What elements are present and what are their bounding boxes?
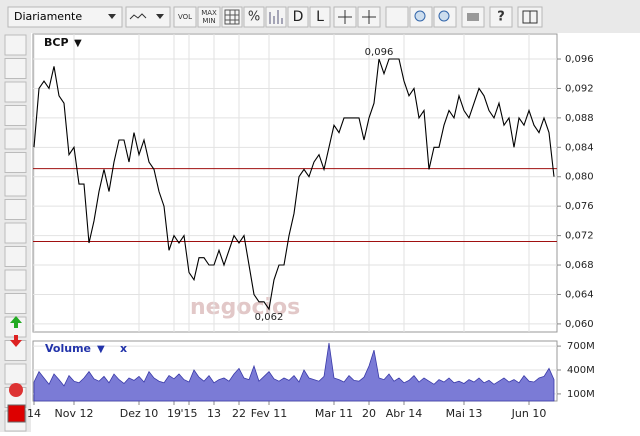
x-tick-label: 13 xyxy=(207,407,221,420)
grid-button[interactable] xyxy=(221,6,243,28)
d-label: D xyxy=(293,9,304,25)
period-select[interactable] xyxy=(7,6,123,28)
help-label: ? xyxy=(497,10,505,25)
price-line xyxy=(33,58,555,311)
x-tick-label: '15 xyxy=(180,407,197,420)
maxmin-button[interactable] xyxy=(197,6,221,28)
x-tick-label: Mai 13 xyxy=(446,407,483,420)
bars-icon xyxy=(269,10,283,24)
tool-button[interactable] xyxy=(4,105,27,126)
volume-close[interactable]: x xyxy=(120,342,127,355)
x-tick-label: Abr 14 xyxy=(386,407,423,420)
l-label: L xyxy=(316,9,324,25)
bars-button[interactable] xyxy=(265,6,287,28)
vol-button[interactable] xyxy=(173,6,197,28)
y-tick-label: 0,076 xyxy=(565,201,594,212)
y-tick-label: 400M xyxy=(567,365,595,376)
tool-button[interactable] xyxy=(4,293,27,314)
volume-title-menu[interactable]: ▼ xyxy=(97,344,105,355)
percent-label: % xyxy=(248,10,260,25)
max-label: MAX xyxy=(201,9,217,17)
book-icon xyxy=(522,10,538,24)
tool-button[interactable] xyxy=(4,363,27,385)
color-picker[interactable] xyxy=(7,404,26,423)
y-tick-label: 0,084 xyxy=(565,142,594,153)
tool-button[interactable] xyxy=(4,152,27,173)
percent-button[interactable] xyxy=(243,6,265,28)
chart-style-select[interactable] xyxy=(125,6,171,28)
watermark: negocios xyxy=(190,295,300,320)
zoom-in-icon xyxy=(438,10,450,22)
value-label: 0,096 xyxy=(365,47,394,58)
y-tick-label: 0,072 xyxy=(565,231,594,242)
tool-delete xyxy=(9,383,23,397)
tool-arrow-down xyxy=(10,335,22,347)
period-label: Diariamente xyxy=(14,10,82,23)
tool-button[interactable] xyxy=(4,246,27,267)
x-tick-label: Fev 11 xyxy=(251,407,288,420)
y-tick-label: 0,060 xyxy=(565,319,594,330)
line-icon xyxy=(129,13,147,20)
vol-label: VOL xyxy=(178,13,192,21)
l-button[interactable] xyxy=(309,6,331,28)
y-tick-label: 700M xyxy=(567,341,595,352)
y-tick-label: 0,088 xyxy=(565,113,594,124)
dropdown-arrow xyxy=(156,14,164,19)
value-label: 0,062 xyxy=(255,312,284,323)
x-tick-label: 19 xyxy=(167,407,181,420)
x-tick-label: 20 xyxy=(362,407,376,420)
cursor-icon xyxy=(362,10,376,24)
y-tick-label: 0,064 xyxy=(565,289,594,300)
grid-icon xyxy=(224,9,240,25)
price-title-menu[interactable]: ▼ xyxy=(74,38,82,49)
y-tick-label: 0,092 xyxy=(565,83,594,94)
x-tick-label: 22 xyxy=(232,407,246,420)
x-tick-label: Nov 12 xyxy=(55,407,94,420)
x-tick-label: Jun 10 xyxy=(511,407,547,420)
tool-button[interactable] xyxy=(4,222,27,244)
x-tick-label: Mar 11 xyxy=(315,407,353,420)
y-tick-label: 0,080 xyxy=(565,172,594,183)
tool-button[interactable] xyxy=(4,128,27,150)
price-panel xyxy=(32,33,558,333)
tool-button[interactable] xyxy=(4,269,27,291)
tool-button[interactable] xyxy=(4,58,27,79)
tool-button[interactable] xyxy=(4,34,27,56)
dropdown-arrow xyxy=(108,14,116,19)
help-button[interactable] xyxy=(489,6,513,28)
x-tick-label: 14 xyxy=(27,407,41,420)
d-button[interactable] xyxy=(287,6,309,28)
tool-arrow-up xyxy=(10,316,22,328)
tool-button[interactable] xyxy=(4,175,27,197)
crosshair-icon xyxy=(338,10,352,24)
print-icon xyxy=(467,13,479,21)
tool-button[interactable] xyxy=(4,199,27,220)
price-title: BCP xyxy=(44,36,69,49)
tool-button[interactable] xyxy=(4,81,27,103)
zoom-out-icon xyxy=(414,10,426,22)
min-label: MIN xyxy=(202,17,215,25)
y-tick-label: 0,068 xyxy=(565,260,594,271)
trend-button[interactable] xyxy=(385,6,409,28)
volume-title: Volume xyxy=(45,342,91,355)
x-tick-label: Dez 10 xyxy=(120,407,159,420)
y-tick-label: 100M xyxy=(567,389,595,400)
y-tick-label: 0,096 xyxy=(565,54,594,65)
volume-area xyxy=(33,342,555,402)
